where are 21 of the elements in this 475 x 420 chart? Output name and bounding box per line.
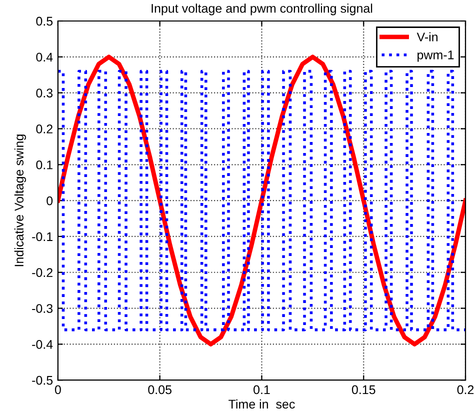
x-axis-title: Time in sec — [228, 399, 295, 409]
x-tick-label: 0.2 — [457, 385, 474, 394]
y-tick-label: 0.2 — [36, 124, 52, 134]
y-tick-label: 0.4 — [36, 52, 53, 62]
y-tick-label: -0.2 — [32, 268, 52, 278]
y-tick-label: 0 — [46, 196, 53, 206]
x-tick-label: 0.1 — [254, 385, 270, 394]
y-tick-label: 0.5 — [36, 16, 53, 26]
y-tick-label: -0.1 — [32, 232, 52, 242]
y-axis-title: Indicative Voltage swing — [14, 134, 26, 266]
x-tick-label: 0.05 — [148, 385, 172, 394]
x-tick-label: 0.15 — [352, 385, 376, 394]
legend-label: pwm-1 — [418, 50, 454, 62]
x-tick-label: 0 — [54, 385, 61, 394]
y-tick-label: -0.3 — [32, 304, 53, 313]
chart-title: Input voltage and pwm controlling signal — [152, 4, 372, 16]
y-tick-label: -0.5 — [32, 376, 53, 385]
y-tick-label: 0.1 — [36, 160, 52, 170]
legend-label: V-in — [416, 32, 438, 42]
y-tick-label: -0.4 — [32, 340, 53, 349]
y-tick-label: 0.3 — [36, 88, 53, 98]
